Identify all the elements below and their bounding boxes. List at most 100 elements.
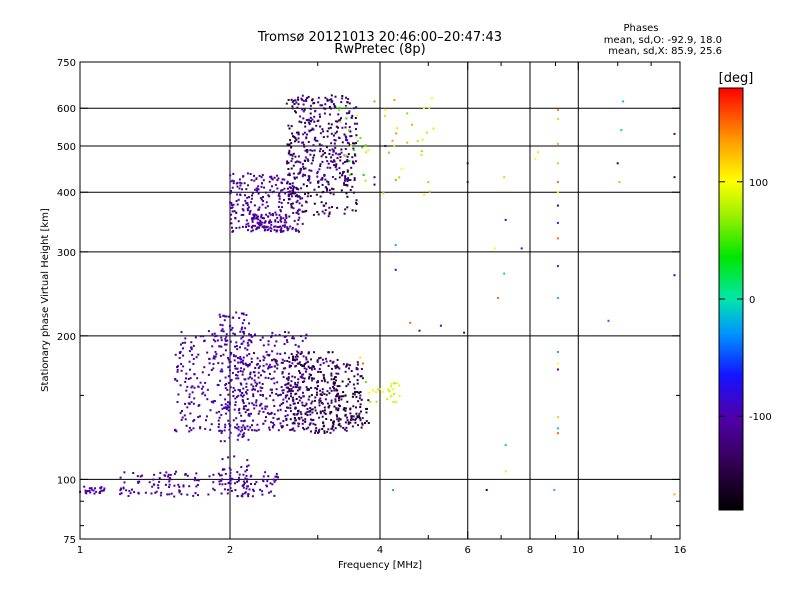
data-point [316,170,319,173]
data-point [347,153,350,156]
data-point [190,348,193,351]
data-point [318,404,321,407]
data-point [266,412,269,415]
data-point [157,486,160,489]
data-point [229,353,232,356]
data-point [296,355,299,358]
colorbar-band [719,356,743,358]
data-point [406,112,409,115]
data-point [339,159,342,162]
data-point [262,179,265,182]
data-point [195,472,198,475]
data-point [430,97,433,100]
colorbar-band [719,148,743,150]
data-point [616,162,619,165]
data-point [273,370,276,373]
data-point [618,181,621,184]
data-point [297,96,300,99]
data-point [337,407,340,410]
data-point [228,406,231,409]
data-point [321,104,324,107]
data-point [261,478,264,481]
data-point [255,384,258,387]
data-point [355,106,358,109]
data-point [556,162,559,165]
data-point [330,389,333,392]
data-point [178,490,181,492]
data-point [303,404,306,407]
data-point [272,399,275,402]
y-tick-label: 750 [57,58,76,69]
data-point [391,139,394,142]
data-point [332,382,335,385]
colorbar-band [719,426,743,428]
data-point [169,473,172,476]
data-point [296,195,299,198]
data-point [210,369,213,371]
data-point [279,404,282,407]
data-point [90,488,93,491]
data-point [207,330,210,333]
data-point [220,404,223,406]
data-point [292,400,295,403]
data-point [197,385,200,388]
data-point [243,419,246,422]
data-point [213,355,216,358]
data-point [254,374,256,377]
data-point [350,370,353,372]
colorbar-band [719,488,743,490]
data-point [319,371,322,373]
data-point [302,167,305,170]
data-point [356,382,359,385]
data-point [297,345,300,348]
data-point [217,472,220,475]
data-point [336,385,339,388]
data-point [333,405,336,408]
data-point [268,366,271,369]
data-point [292,357,295,359]
data-point [224,398,227,401]
data-point [322,130,325,133]
data-point [351,415,354,418]
data-point [330,132,333,135]
data-point [317,180,320,183]
colorbar-tick-label: -100 [749,412,772,423]
data-point [268,428,271,431]
data-point [223,343,226,346]
grid-lines [80,62,680,539]
data-point [298,361,301,364]
colorbar-band [719,132,743,134]
data-point [193,386,196,389]
data-point [307,398,310,401]
data-point [359,391,362,393]
data-point [292,152,295,155]
colorbar-band [719,440,743,442]
colorbar-band [719,304,743,306]
data-point [351,160,354,163]
data-point [244,362,247,365]
data-point [170,492,173,495]
data-point [218,483,221,486]
data-point [350,116,353,119]
y-tick-label: 100 [57,475,76,486]
colorbar-band [719,256,743,258]
data-point [345,160,348,163]
data-point [248,339,251,341]
data-point [346,170,349,173]
data-point [193,373,196,376]
data-point [323,409,326,412]
data-point [314,109,317,112]
data-point [212,401,215,404]
colorbar-band [719,240,743,242]
data-point [261,387,264,389]
data-point [271,178,274,181]
data-point [317,101,320,104]
data-point [345,138,347,141]
data-point [355,406,357,409]
data-point [241,395,244,398]
data-point [260,223,263,226]
data-point [211,333,214,336]
data-point [398,384,401,387]
colorbar-band [719,108,743,110]
